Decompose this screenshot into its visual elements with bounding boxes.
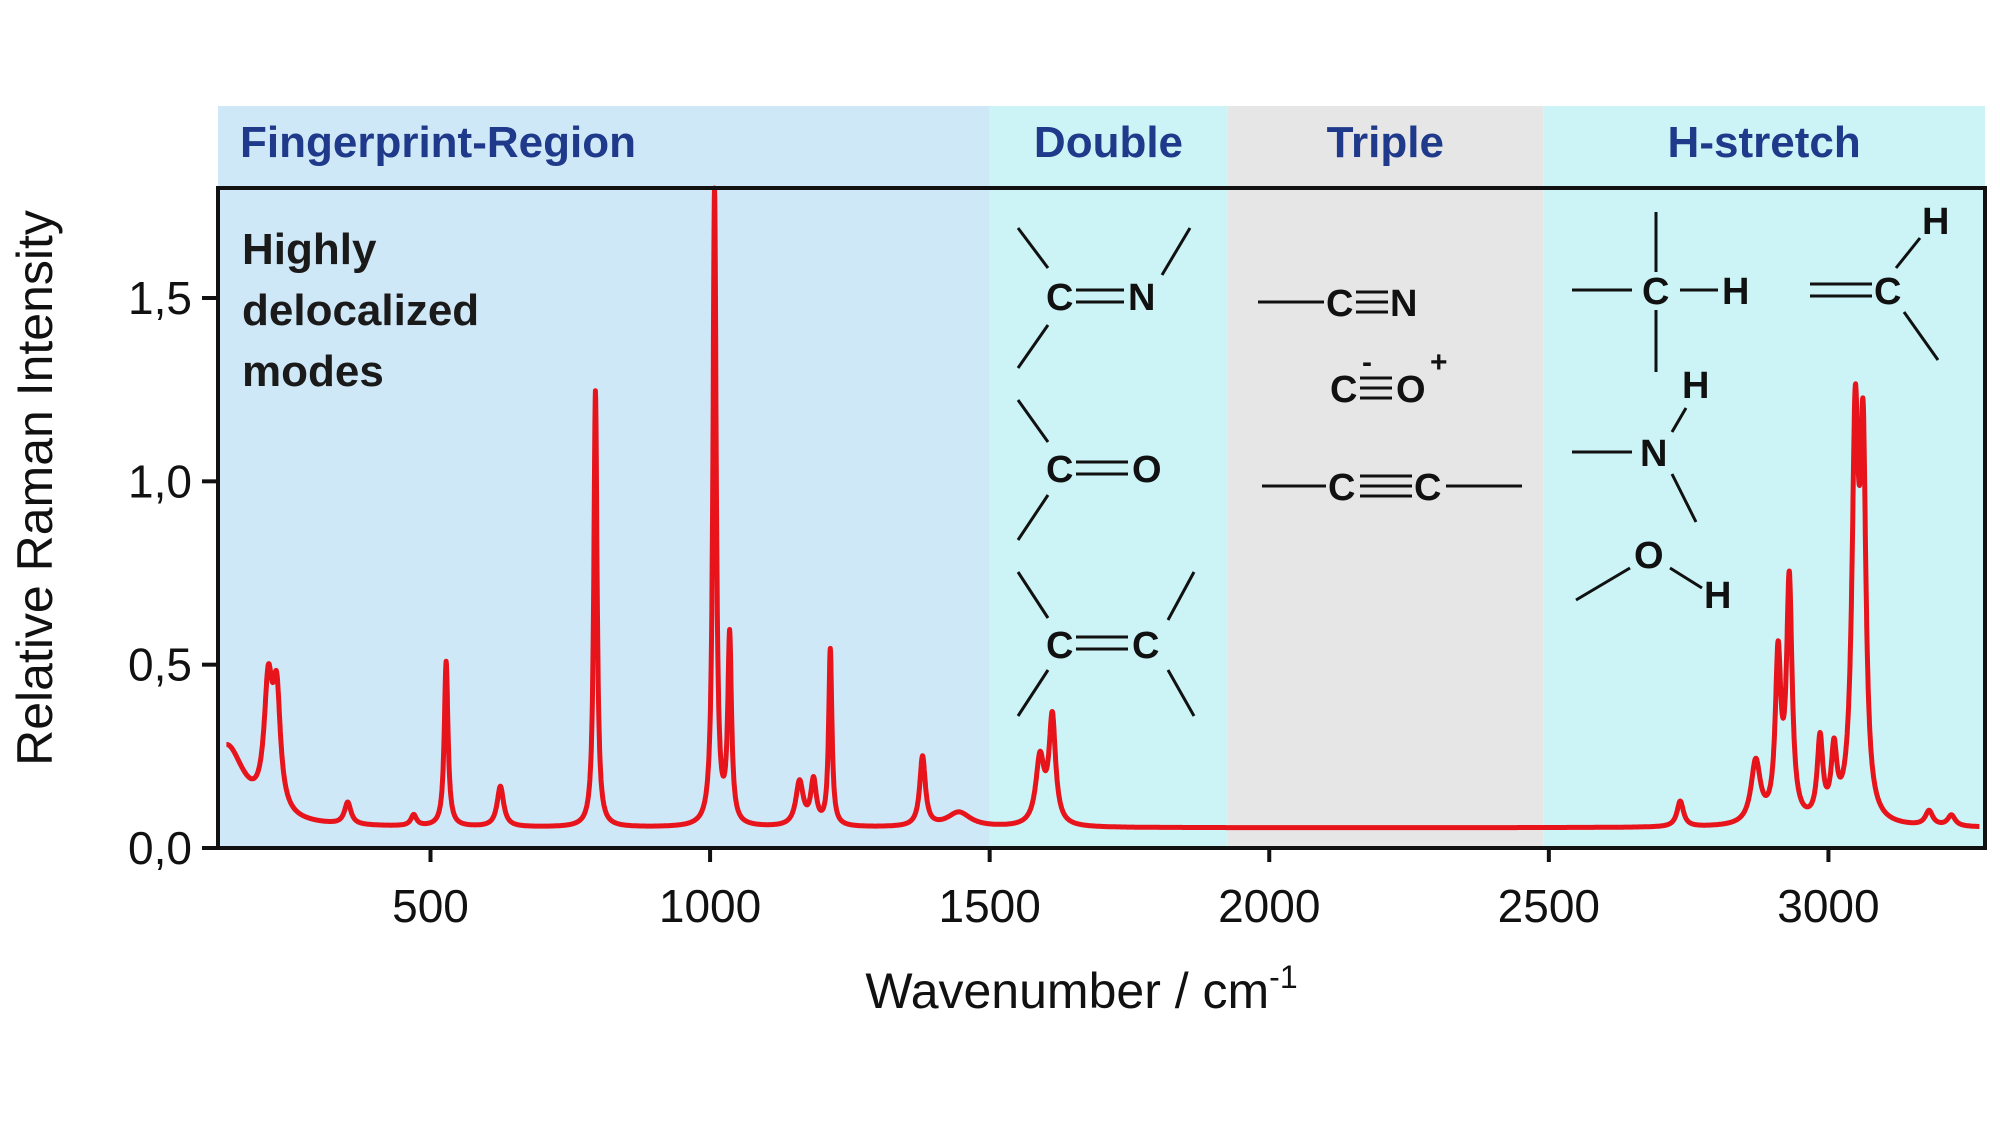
x-tick-label-2500: 2500 xyxy=(1498,880,1600,932)
hydroxyl-o-label: O xyxy=(1634,535,1664,577)
nitrile-n-label: N xyxy=(1390,283,1417,325)
triple-bond-structures: C N C - O + C C xyxy=(1258,283,1522,509)
alkyne-c1-label: C xyxy=(1328,467,1355,509)
co-plus-sign: + xyxy=(1430,346,1448,379)
amine-nh-structure: N H xyxy=(1572,365,1709,523)
vinyl-h-label: H xyxy=(1922,201,1949,243)
y-tick-label-2: 1,0 xyxy=(128,455,192,507)
x-axis-title-text: Wavenumber / cm xyxy=(865,963,1269,1019)
region-label-1: Fingerprint-Region xyxy=(240,118,636,167)
annotation-line-2: delocalized xyxy=(242,286,479,335)
x-axis-title: Wavenumber / cm-1 xyxy=(865,959,1297,1019)
h-stretch-structures: C H C H N H O H xyxy=(1572,201,1949,617)
imine-c-label: C xyxy=(1046,277,1073,319)
carbon-monoxide-structure: C - O + xyxy=(1330,346,1448,411)
carbonyl-c-label: C xyxy=(1046,449,1073,491)
co-minus-sign: - xyxy=(1362,346,1372,379)
y-tick-label-0: 0,0 xyxy=(128,822,192,874)
alkyne-c2-label: C xyxy=(1414,467,1441,509)
carbonyl-structure: C O xyxy=(1016,399,1162,541)
imine-structure: C N xyxy=(1016,227,1192,369)
x-axis-title-superscript: -1 xyxy=(1269,959,1297,995)
x-tick-label-500: 500 xyxy=(392,880,469,932)
region-band-1 xyxy=(218,106,990,848)
delocalized-modes-annotation: Highly delocalized modes xyxy=(242,225,479,396)
region-backgrounds xyxy=(218,106,1985,848)
alkene-c2-label: C xyxy=(1132,625,1159,667)
carbonyl-o-label: O xyxy=(1132,449,1162,491)
annotation-line-3: modes xyxy=(242,347,384,396)
co-o-label: O xyxy=(1396,369,1426,411)
y-tick-label-1: 0,5 xyxy=(128,639,192,691)
nitrile-c-label: C xyxy=(1326,283,1353,325)
y-tick-label-3: 1,5 xyxy=(128,272,192,324)
methyl-h-label: H xyxy=(1722,271,1749,313)
vinyl-ch-structure: C H xyxy=(1810,201,1949,361)
x-tick-label-1000: 1000 xyxy=(659,880,761,932)
hydroxyl-oh-structure: O H xyxy=(1575,535,1731,617)
region-label-3: Triple xyxy=(1327,118,1444,167)
alkyne-structure: C C xyxy=(1262,467,1522,509)
co-c-label: C xyxy=(1330,369,1357,411)
imine-n-label: N xyxy=(1128,277,1155,319)
amine-n-label: N xyxy=(1640,433,1667,475)
region-band-2 xyxy=(989,106,1228,848)
alkene-c1-label: C xyxy=(1046,625,1073,667)
methyl-ch-structure: C H xyxy=(1572,212,1749,372)
alkene-structure: C C xyxy=(1016,571,1196,717)
region-labels: Fingerprint-Region Double Triple H-stretch xyxy=(240,118,1861,167)
amine-h-label: H xyxy=(1682,365,1709,407)
nitrile-structure: C N xyxy=(1258,283,1417,325)
region-band-4 xyxy=(1543,106,1985,848)
y-axis-title: Relative Raman Intensity xyxy=(7,210,63,766)
x-tick-label-3000: 3000 xyxy=(1777,880,1879,932)
region-label-2: Double xyxy=(1034,118,1183,167)
annotation-line-1: Highly xyxy=(242,225,377,274)
spectrum-series-line xyxy=(224,185,1982,831)
vinyl-c-label: C xyxy=(1874,271,1901,313)
plot-frame xyxy=(216,186,1987,850)
x-tick-label-2000: 2000 xyxy=(1218,880,1320,932)
axes: 500 1000 1500 2000 2500 3000 0,0 0,5 1,0 1,5 xyxy=(128,272,1880,932)
region-label-4: H-stretch xyxy=(1668,118,1861,167)
double-bond-structures: C N C O C C xyxy=(1016,227,1196,717)
x-tick-label-1500: 1500 xyxy=(938,880,1040,932)
methyl-c-label: C xyxy=(1642,271,1669,313)
hydroxyl-h-label: H xyxy=(1704,575,1731,617)
